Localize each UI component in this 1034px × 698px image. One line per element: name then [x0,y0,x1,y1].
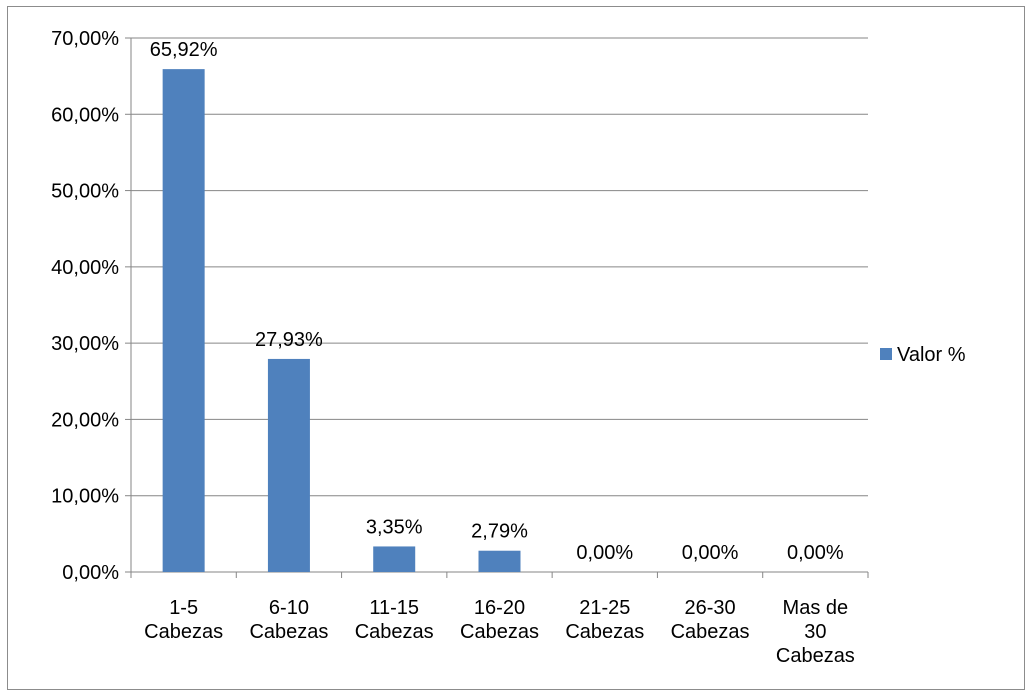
data-label: 65,92% [150,39,218,61]
bars [162,69,521,572]
y-tick-label: 60,00% [51,104,119,126]
x-axis: 1-5 Cabezas 6-10 Cabezas 11-15 Cabezas 16-20 Ca… [130,571,869,667]
x-tick-label: 11-15 Cabezas [355,597,434,643]
y-tick-label: 40,00% [51,257,119,279]
data-label: 0,00% [576,542,633,564]
data-label: 27,93% [255,329,323,351]
x-tick-label: 26-30 Cabezas [671,597,750,643]
bar [162,69,205,572]
data-label: 0,00% [787,542,844,564]
data-label: 3,35% [366,516,423,538]
y-tick-label: 0,00% [62,562,119,584]
bar [373,546,416,572]
x-tick-label: 21-25 Cabezas [565,597,644,643]
y-tick-label: 30,00% [51,333,119,355]
data-label: 2,79% [471,521,528,543]
legend-label: Valor % [897,344,966,366]
data-label: 0,00% [682,542,739,564]
y-tick-label: 10,00% [51,486,119,508]
gridlines [131,37,868,497]
y-tick-label: 20,00% [51,409,119,431]
legend: Valor % [880,344,966,366]
bar [478,550,521,572]
x-tick-label: 16-20 Cabezas [460,597,539,643]
legend-swatch [880,348,892,360]
y-tick-label: 70,00% [51,28,119,50]
data-labels: 65,92% 27,93% 3,35% 2,79% 0,00% 0,00% 0,00% [150,39,844,564]
y-tick-label: 50,00% [51,181,119,203]
y-axis: 0,00% 10,00% 20,00% 30,00% 40,00% 50,00% 60,00… [51,28,132,584]
x-tick-label: Mas de 30 Cabezas [776,597,855,667]
x-tick-label: 6-10 Cabezas [249,597,328,643]
x-tick-label: 1-5 Cabezas [144,597,223,643]
bar [267,358,310,572]
